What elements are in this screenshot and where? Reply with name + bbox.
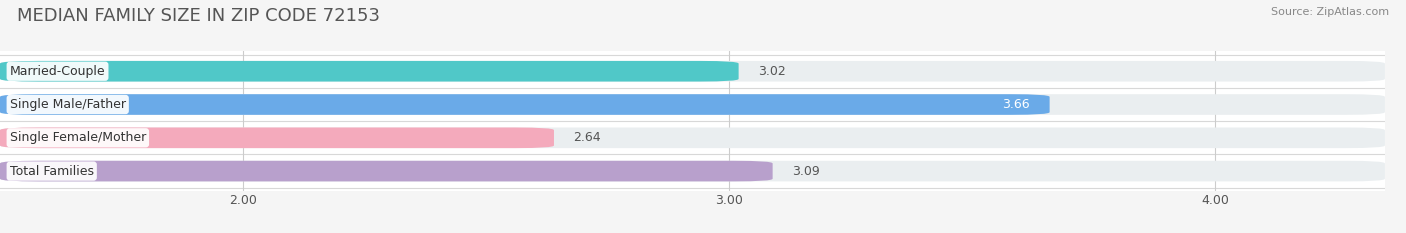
Text: MEDIAN FAMILY SIZE IN ZIP CODE 72153: MEDIAN FAMILY SIZE IN ZIP CODE 72153 [17,7,380,25]
Text: 3.02: 3.02 [758,65,786,78]
FancyBboxPatch shape [0,161,1385,182]
FancyBboxPatch shape [0,94,1050,115]
Text: Total Families: Total Families [10,164,94,178]
Text: Single Male/Father: Single Male/Father [10,98,125,111]
FancyBboxPatch shape [0,61,738,82]
FancyBboxPatch shape [0,127,1385,148]
Text: 3.09: 3.09 [792,164,820,178]
Text: Source: ZipAtlas.com: Source: ZipAtlas.com [1271,7,1389,17]
FancyBboxPatch shape [0,161,773,182]
FancyBboxPatch shape [0,127,554,148]
Text: Single Female/Mother: Single Female/Mother [10,131,146,144]
FancyBboxPatch shape [0,94,1385,115]
Text: Married-Couple: Married-Couple [10,65,105,78]
FancyBboxPatch shape [0,61,1385,82]
Text: 3.66: 3.66 [1002,98,1031,111]
Text: 2.64: 2.64 [574,131,600,144]
